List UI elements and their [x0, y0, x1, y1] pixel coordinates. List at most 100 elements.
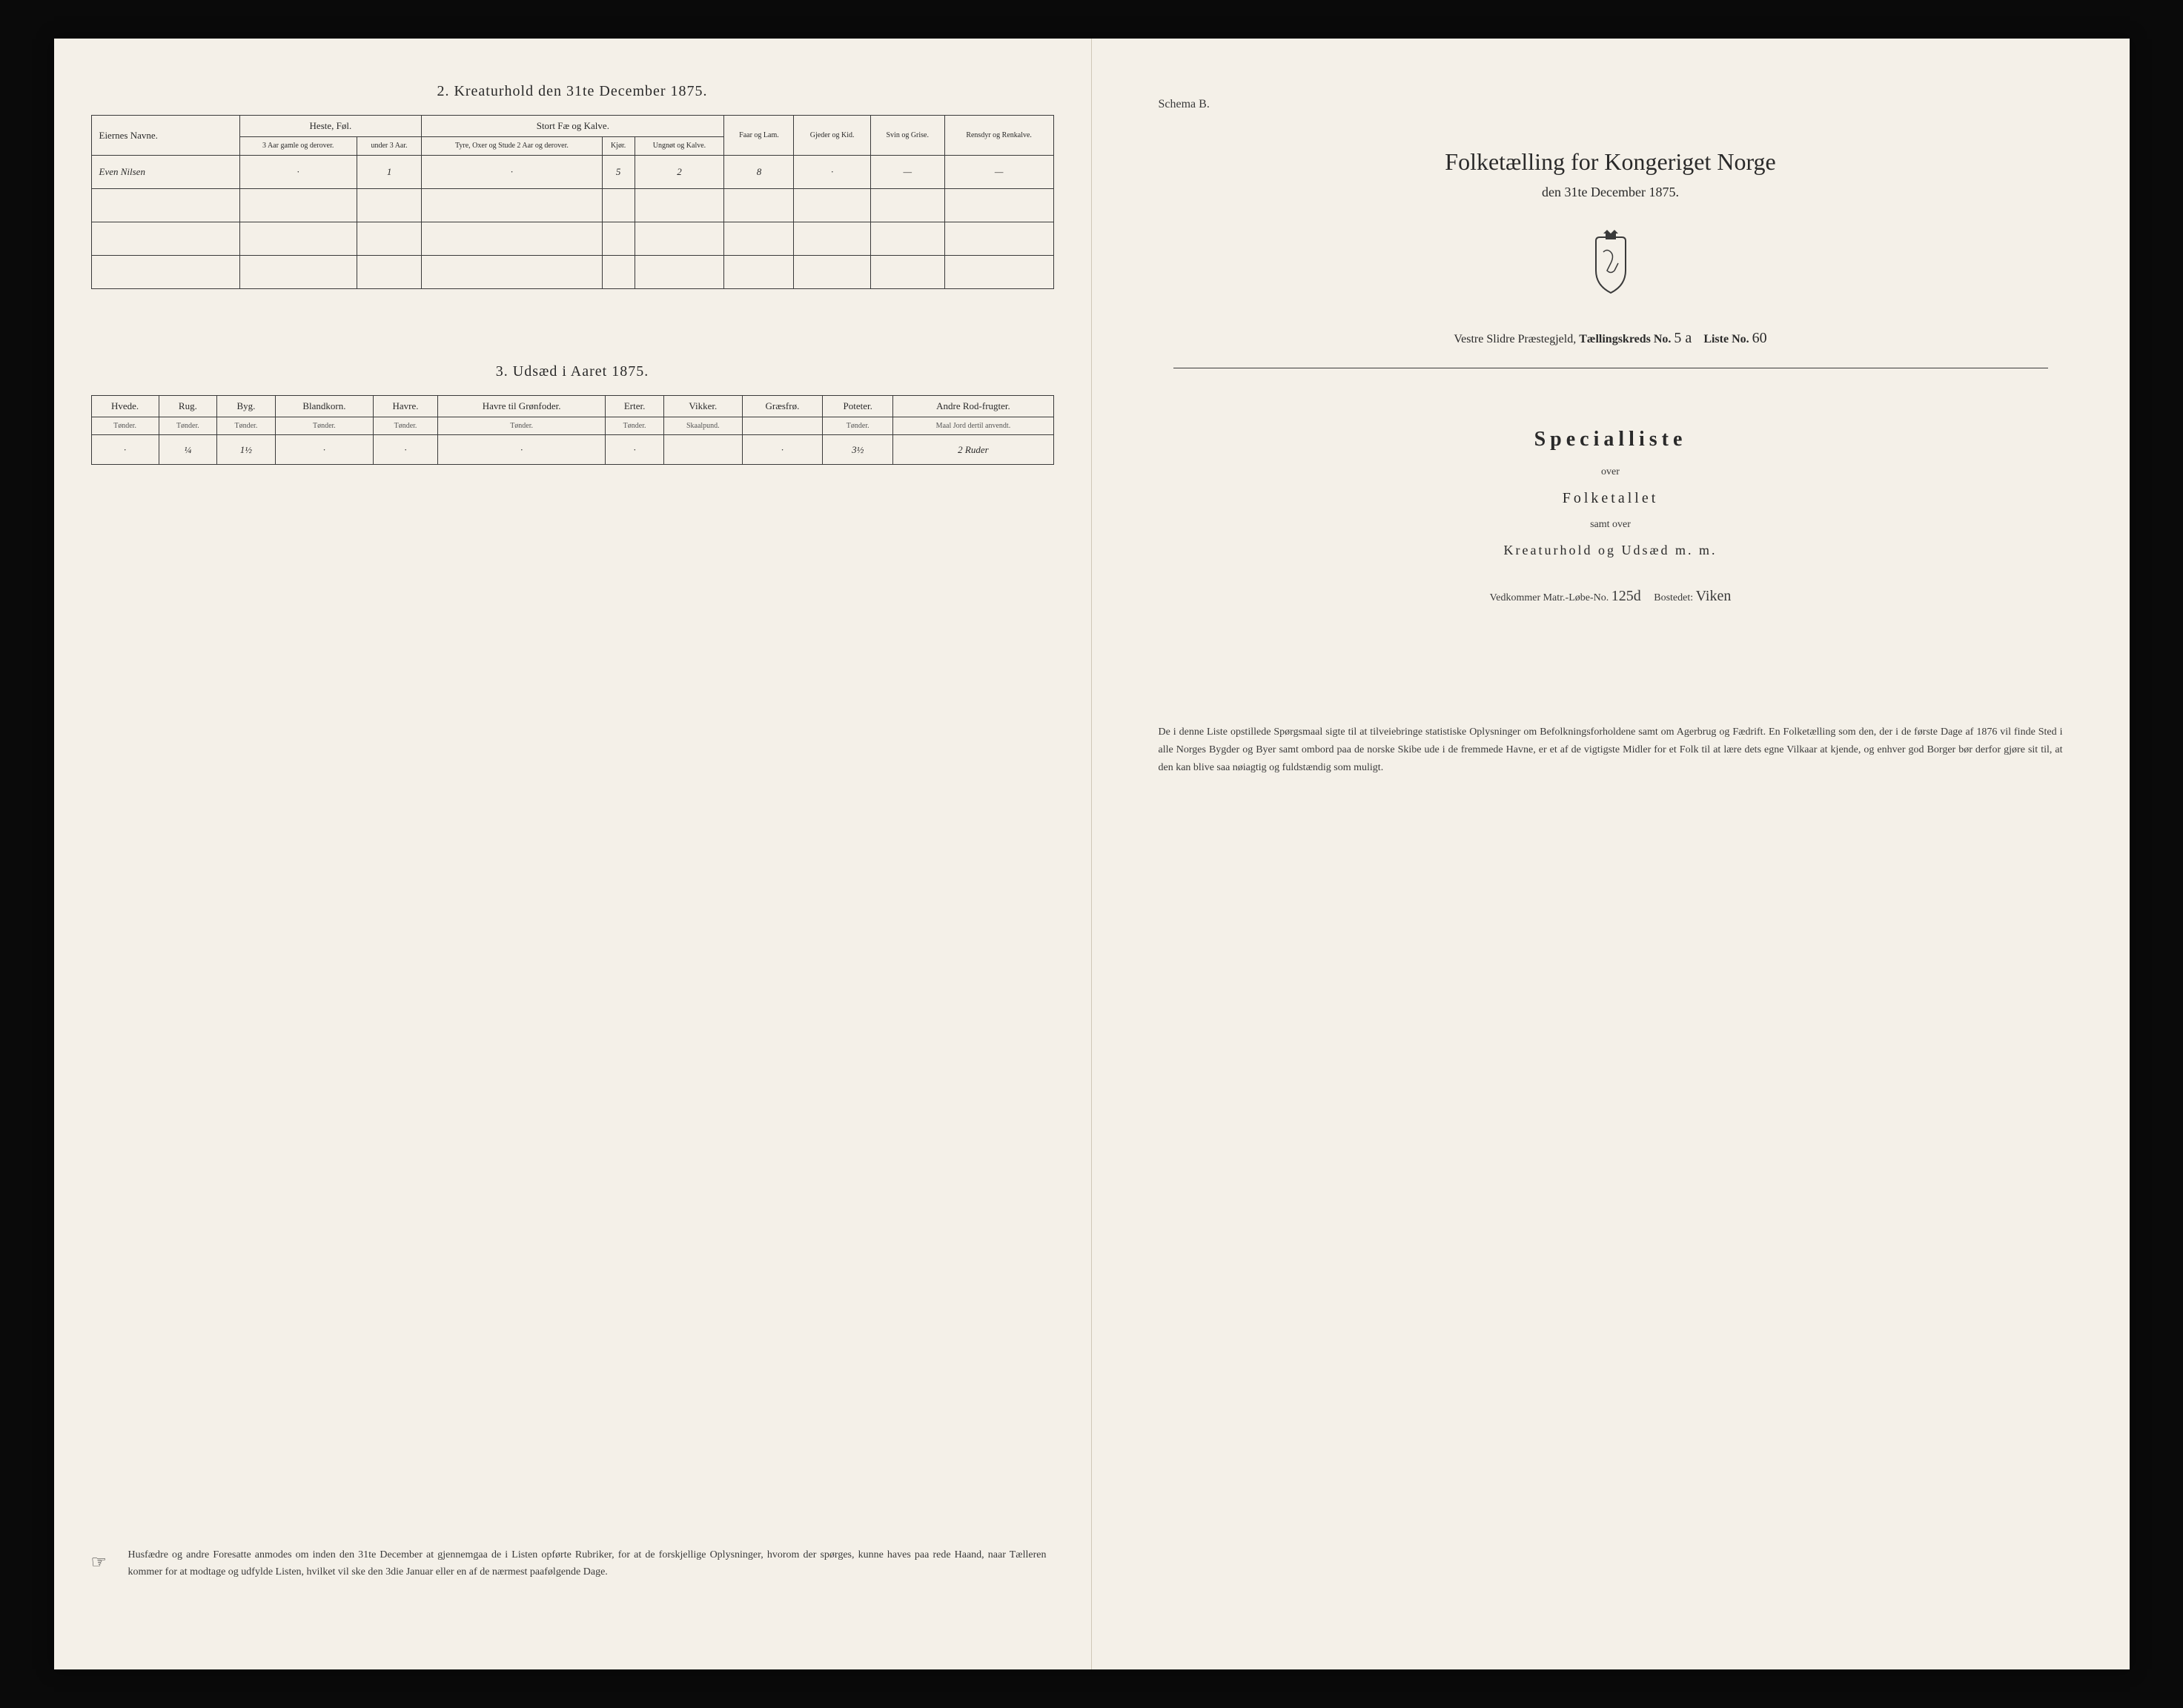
- seed-col-name: Byg.: [217, 396, 276, 417]
- seed-col-unit: Skaalpund.: [663, 417, 742, 435]
- seed-value-cell: ·: [91, 435, 159, 465]
- value-cell: [602, 189, 635, 222]
- sub-h2: Tyre, Oxer og Stude 2 Aar og derover.: [422, 137, 602, 156]
- district-line: Vestre Slidre Præstegjeld, Tællingskreds…: [1129, 330, 2093, 353]
- value-cell: [724, 189, 794, 222]
- vedkommer-label1: Vedkommer Matr.-Løbe-No.: [1490, 592, 1609, 603]
- value-cell: [239, 222, 357, 256]
- seed-value-cell: ·: [275, 435, 373, 465]
- value-cell: [422, 222, 602, 256]
- value-cell: [635, 256, 724, 289]
- value-cell: [794, 256, 870, 289]
- value-cell: [239, 256, 357, 289]
- district-prefix: Vestre Slidre Præstegjeld,: [1454, 333, 1576, 345]
- value-cell: [870, 189, 944, 222]
- vedkommer-label2: Bostedet:: [1654, 592, 1693, 603]
- left-page: 2. Kreaturhold den 31te December 1875. E…: [54, 39, 1092, 1669]
- right-page: Schema B. Folketælling for Kongeriget No…: [1092, 39, 2130, 1669]
- owner-cell: [91, 256, 239, 289]
- section3-title: 3. Udsæd i Aaret 1875.: [91, 363, 1054, 380]
- table-row: ·¼1½·····3½2 Ruder: [91, 435, 1053, 465]
- table-row: [91, 256, 1053, 289]
- seed-col-name: Havre til Grønfoder.: [437, 396, 605, 417]
- over-text: over: [1129, 466, 2093, 478]
- value-cell: [422, 256, 602, 289]
- seed-col-unit: Tønder.: [437, 417, 605, 435]
- value-cell: [357, 189, 421, 222]
- seed-col-name: Erter.: [606, 396, 664, 417]
- footer-text: Husfædre og andre Foresatte anmodes om i…: [128, 1549, 1047, 1577]
- value-cell: [870, 222, 944, 256]
- value-cell: 1: [357, 156, 421, 189]
- group-cattle: Stort Fæ og Kalve.: [422, 116, 724, 137]
- value-cell: 8: [724, 156, 794, 189]
- section2-title: 2. Kreaturhold den 31te December 1875.: [91, 83, 1054, 100]
- main-title: Folketælling for Kongeriget Norge: [1129, 148, 2093, 176]
- seed-col-name: Blandkorn.: [275, 396, 373, 417]
- vedkommer-val2: Viken: [1696, 588, 1732, 604]
- folketallet: Folketallet: [1129, 490, 2093, 507]
- sub-h1: under 3 Aar.: [357, 137, 421, 156]
- seed-col-unit: Tønder.: [217, 417, 276, 435]
- value-cell: [357, 256, 421, 289]
- value-cell: 5: [602, 156, 635, 189]
- owner-cell: Even Nilsen: [91, 156, 239, 189]
- seed-col-unit: Maal Jord dertil anvendt.: [893, 417, 1053, 435]
- value-cell: ·: [422, 156, 602, 189]
- left-footer-note: ☞ Husfædre og andre Foresatte anmodes om…: [128, 1547, 1047, 1580]
- seed-value-cell: ·: [374, 435, 438, 465]
- seed-col-unit: Tønder.: [159, 417, 217, 435]
- value-cell: —: [944, 156, 1053, 189]
- seed-value-cell: 2 Ruder: [893, 435, 1053, 465]
- seed-col-name: Andre Rod-frugter.: [893, 396, 1053, 417]
- seed-col-unit: Tønder.: [606, 417, 664, 435]
- value-cell: [724, 256, 794, 289]
- value-cell: [602, 256, 635, 289]
- right-footer-note: De i denne Liste opstillede Spørgsmaal s…: [1129, 724, 2093, 776]
- col-sheep: Faar og Lam.: [724, 116, 794, 156]
- value-cell: —: [870, 156, 944, 189]
- seed-table: Hvede.Rug.Byg.Blandkorn.Havre.Havre til …: [91, 395, 1054, 465]
- table-row: [91, 189, 1053, 222]
- census-document: 2. Kreaturhold den 31te December 1875. E…: [54, 39, 2130, 1669]
- district-val2: 60: [1752, 330, 1767, 346]
- kreaturhold-line: Kreaturhold og Udsæd m. m.: [1129, 543, 2093, 558]
- livestock-table: Eiernes Navne. Heste, Føl. Stort Fæ og K…: [91, 115, 1054, 289]
- seed-col-unit: [742, 417, 822, 435]
- owner-cell: [91, 222, 239, 256]
- schema-label: Schema B.: [1159, 98, 2093, 111]
- value-cell: [944, 189, 1053, 222]
- seed-col-name: Vikker.: [663, 396, 742, 417]
- seed-value-cell: ¼: [159, 435, 217, 465]
- value-cell: [357, 222, 421, 256]
- subtitle: den 31te December 1875.: [1129, 185, 2093, 200]
- seed-col-name: Hvede.: [91, 396, 159, 417]
- specialliste-title: Specialliste: [1129, 428, 2093, 451]
- value-cell: ·: [794, 156, 870, 189]
- owner-cell: [91, 189, 239, 222]
- district-val1: 5 a: [1674, 330, 1692, 346]
- col-goats: Gjeder og Kid.: [794, 116, 870, 156]
- value-cell: [635, 189, 724, 222]
- seed-value-cell: ·: [742, 435, 822, 465]
- seed-value-cell: 3½: [823, 435, 893, 465]
- value-cell: [239, 189, 357, 222]
- owner-header: Eiernes Navne.: [91, 116, 239, 156]
- coat-of-arms-icon: [1129, 230, 2093, 300]
- value-cell: [794, 222, 870, 256]
- seed-col-unit: Tønder.: [275, 417, 373, 435]
- sub-h4: Ungnøt og Kalve.: [635, 137, 724, 156]
- samt-text: samt over: [1129, 519, 2093, 531]
- district-label1: Tællingskreds No.: [1579, 333, 1671, 345]
- seed-col-name: Havre.: [374, 396, 438, 417]
- pointing-hand-icon: ☞: [91, 1549, 107, 1577]
- seed-col-unit: Tønder.: [823, 417, 893, 435]
- seed-value-cell: ·: [606, 435, 664, 465]
- group-horses: Heste, Føl.: [239, 116, 422, 137]
- seed-value-cell: ·: [437, 435, 605, 465]
- value-cell: 2: [635, 156, 724, 189]
- seed-col-unit: Tønder.: [374, 417, 438, 435]
- seed-col-name: Græsfrø.: [742, 396, 822, 417]
- value-cell: [724, 222, 794, 256]
- value-cell: [635, 222, 724, 256]
